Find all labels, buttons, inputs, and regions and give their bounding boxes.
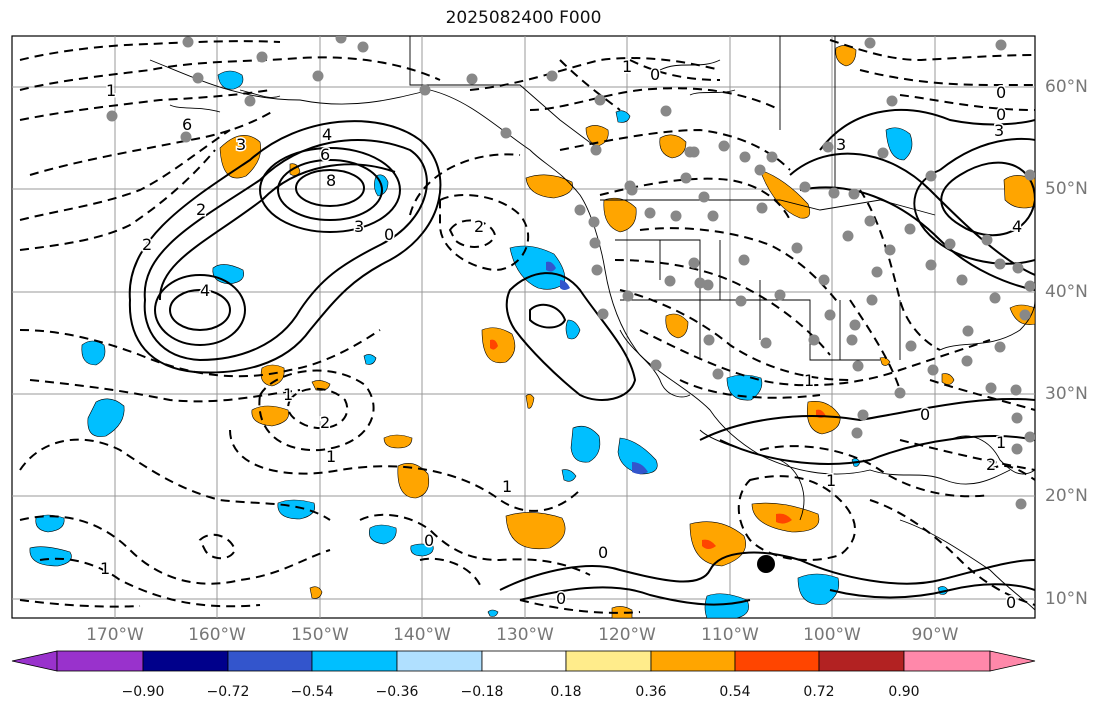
colorbar-bin xyxy=(142,650,229,672)
negative-anomaly-patches xyxy=(29,70,949,618)
contour-label: 4 xyxy=(322,125,332,144)
storm-center-marker xyxy=(757,555,775,573)
contour-label: 4 xyxy=(1012,217,1022,236)
colorbar-tick-label: 0.36 xyxy=(635,684,667,700)
contour-label: 8 xyxy=(326,171,336,190)
lat-label: 20°N xyxy=(1045,486,1088,506)
colorbar-tick-label: 0.54 xyxy=(719,684,751,700)
colorbar-tick-label: 0.90 xyxy=(888,684,920,700)
contour-label: 6 xyxy=(320,145,330,164)
contour-label: 6 xyxy=(182,115,192,134)
contour-label: 0 xyxy=(996,105,1006,124)
colorbar-tick-label: −0.18 xyxy=(460,684,504,700)
lon-label: 150°W xyxy=(291,625,349,645)
contour-label: 3 xyxy=(354,217,364,236)
colorbar-bin xyxy=(565,650,652,672)
contour-label: 1 xyxy=(100,559,110,578)
contour-label: 0 xyxy=(650,65,660,84)
colorbar-bin xyxy=(396,650,483,672)
lat-label: 40°N xyxy=(1045,282,1088,302)
lon-label: 130°W xyxy=(496,625,554,645)
contour-label: 2 xyxy=(986,455,996,474)
contour-label: 1 xyxy=(326,447,336,466)
contour-label: 3 xyxy=(994,121,1004,140)
colorbar xyxy=(11,650,1036,672)
colorbar-tick-label: −0.90 xyxy=(121,684,165,700)
colorbar-bin xyxy=(650,650,736,672)
contour-label: 0 xyxy=(1006,593,1016,612)
lat-label: 10°N xyxy=(1045,589,1088,609)
colorbar-bin xyxy=(311,650,398,672)
contour-label: 1 xyxy=(996,433,1006,452)
colorbar-tick-label: 0.72 xyxy=(803,684,835,700)
lon-label: 90°W xyxy=(911,625,959,645)
graticule xyxy=(12,36,1035,618)
contour-label: 0 xyxy=(384,225,394,244)
contour-label: 3 xyxy=(236,135,246,154)
positive-anomaly-patches xyxy=(219,45,1035,618)
lon-label: 120°W xyxy=(598,625,656,645)
colorbar-bin xyxy=(734,650,820,672)
station-markers xyxy=(106,36,1035,510)
colorbar-tick-label: −0.72 xyxy=(206,684,250,700)
contour-label: 0 xyxy=(598,543,608,562)
colorbar-tick-label: −0.36 xyxy=(375,684,419,700)
contour-label: 1 xyxy=(622,57,632,76)
solid-contours xyxy=(128,109,1035,606)
lat-label: 60°N xyxy=(1045,77,1088,97)
contour-label: 0 xyxy=(920,405,930,424)
contour-label: 4 xyxy=(200,281,210,300)
contour-label: 2 xyxy=(320,413,330,432)
contour-label: 1 xyxy=(826,471,836,490)
colorbar-tick-label: 0.18 xyxy=(550,684,582,700)
colorbar-max-arrow xyxy=(989,650,1036,672)
contour-label: 1 xyxy=(106,81,116,100)
lon-label: 140°W xyxy=(393,625,451,645)
contour-label: 2 xyxy=(196,200,206,219)
contour-label: 0 xyxy=(556,589,566,608)
dashed-contours xyxy=(19,39,1035,614)
lat-label: 50°N xyxy=(1045,179,1088,199)
lat-label: 30°N xyxy=(1045,384,1088,404)
colorbar-bin xyxy=(227,650,313,672)
contour-labels: 2 4 6 8 3 3 2 4 6 0 2 2 1 1 0 1 0 0 1 1 … xyxy=(99,56,1024,614)
colorbar-bin xyxy=(481,650,567,672)
contour-label: 1 xyxy=(502,477,512,496)
lon-label: 110°W xyxy=(701,625,759,645)
contour-label: 1 xyxy=(804,371,814,390)
contour-label: 0 xyxy=(424,531,434,550)
lon-label: 170°W xyxy=(86,625,144,645)
colorbar-tick-label: −0.54 xyxy=(290,684,334,700)
lon-label: 160°W xyxy=(188,625,246,645)
colorbar-bin xyxy=(903,650,991,672)
contour-label: 2 xyxy=(474,217,484,236)
colorbar-bin xyxy=(818,650,905,672)
lon-label: 100°W xyxy=(803,625,861,645)
contour-label: 2 xyxy=(142,235,152,254)
coastlines xyxy=(149,36,1035,611)
colorbar-bin xyxy=(56,650,144,672)
map-title: 2025082400 F000 xyxy=(445,8,602,28)
contour-label: 3 xyxy=(836,135,846,154)
colorbar-min-arrow xyxy=(11,650,58,672)
contour-label: 0 xyxy=(996,83,1006,102)
strong-negative-cores xyxy=(546,261,648,474)
contour-label: 1 xyxy=(283,385,293,404)
